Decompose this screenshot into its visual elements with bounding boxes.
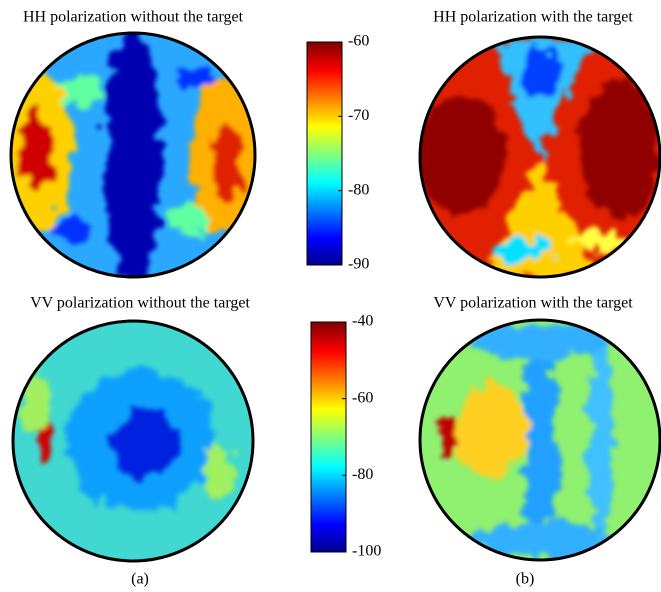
panel-border	[11, 319, 255, 563]
panel-title: HH polarization without the target	[23, 9, 244, 26]
tick-label: -60	[352, 389, 373, 406]
colorbar	[306, 41, 343, 266]
heatmap	[13, 321, 253, 561]
tick-label: -100	[352, 543, 381, 560]
tick-label: -70	[348, 107, 369, 124]
panel-border	[9, 31, 257, 279]
heatmap	[420, 37, 660, 277]
panel-title: VV polarization with the target	[433, 295, 633, 312]
heatmap	[11, 33, 255, 277]
caption: (b)	[516, 571, 535, 588]
tick-label: -80	[348, 181, 369, 198]
panel-title: VV polarization without the target	[30, 295, 250, 312]
panel-border	[418, 318, 661, 562]
tick-label: -90	[348, 256, 369, 273]
heatmap	[420, 320, 660, 560]
panel-title: HH polarization with the target	[433, 9, 633, 26]
tick-label: -60	[348, 33, 369, 50]
caption: (a)	[131, 571, 149, 588]
colorbar	[310, 321, 347, 553]
tick-label: -40	[352, 313, 373, 330]
panel-border	[418, 35, 661, 279]
tick-label: -80	[352, 466, 373, 483]
